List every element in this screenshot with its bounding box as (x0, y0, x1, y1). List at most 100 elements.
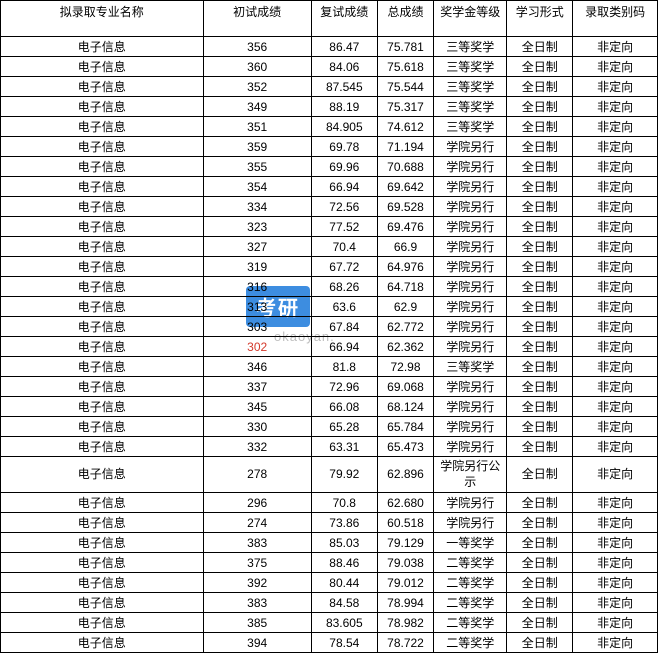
cell-category: 非定向 (573, 437, 658, 457)
cell-scholar: 一等奖学 (434, 533, 507, 553)
cell-retest: 80.44 (311, 573, 377, 593)
cell-major: 电子信息 (1, 77, 204, 97)
cell-retest: 84.06 (311, 57, 377, 77)
cell-scholar: 学院另行 (434, 493, 507, 513)
cell-scholar: 学院另行 (434, 217, 507, 237)
header-category: 录取类别码 (573, 1, 658, 37)
cell-retest: 69.78 (311, 137, 377, 157)
cell-retest: 70.4 (311, 237, 377, 257)
cell-category: 非定向 (573, 177, 658, 197)
cell-scholar: 三等奖学 (434, 57, 507, 77)
cell-prelim: 355 (203, 157, 311, 177)
cell-total: 69.528 (377, 197, 434, 217)
cell-major: 电子信息 (1, 57, 204, 77)
cell-prelim: 337 (203, 377, 311, 397)
cell-retest: 84.905 (311, 117, 377, 137)
table-row: 电子信息35287.54575.544三等奖学全日制非定向 (1, 77, 658, 97)
cell-category: 非定向 (573, 237, 658, 257)
table-row: 电子信息35184.90574.612三等奖学全日制非定向 (1, 117, 658, 137)
cell-scholar: 二等奖学 (434, 553, 507, 573)
cell-total: 75.781 (377, 37, 434, 57)
cell-major: 电子信息 (1, 513, 204, 533)
cell-major: 电子信息 (1, 397, 204, 417)
cell-mode: 全日制 (507, 417, 573, 437)
cell-major: 电子信息 (1, 117, 204, 137)
header-mode: 学习形式 (507, 1, 573, 37)
cell-mode: 全日制 (507, 177, 573, 197)
header-scholar: 奖学金等级 (434, 1, 507, 37)
cell-scholar: 学院另行 (434, 197, 507, 217)
table-row: 电子信息27473.8660.518学院另行全日制非定向 (1, 513, 658, 533)
cell-mode: 全日制 (507, 457, 573, 493)
table-row: 电子信息36084.0675.618三等奖学全日制非定向 (1, 57, 658, 77)
cell-scholar: 三等奖学 (434, 97, 507, 117)
table-row: 电子信息31363.662.9学院另行全日制非定向 (1, 297, 658, 317)
cell-category: 非定向 (573, 37, 658, 57)
cell-major: 电子信息 (1, 257, 204, 277)
cell-total: 78.722 (377, 633, 434, 653)
cell-mode: 全日制 (507, 57, 573, 77)
table-row: 电子信息31668.2664.718学院另行全日制非定向 (1, 277, 658, 297)
cell-mode: 全日制 (507, 493, 573, 513)
cell-category: 非定向 (573, 157, 658, 177)
cell-mode: 全日制 (507, 97, 573, 117)
cell-retest: 67.72 (311, 257, 377, 277)
cell-scholar: 三等奖学 (434, 357, 507, 377)
cell-scholar: 学院另行 (434, 257, 507, 277)
cell-scholar: 二等奖学 (434, 633, 507, 653)
cell-major: 电子信息 (1, 457, 204, 493)
cell-total: 69.068 (377, 377, 434, 397)
cell-prelim: 319 (203, 257, 311, 277)
cell-major: 电子信息 (1, 337, 204, 357)
cell-retest: 85.03 (311, 533, 377, 553)
cell-mode: 全日制 (507, 357, 573, 377)
cell-mode: 全日制 (507, 377, 573, 397)
cell-category: 非定向 (573, 77, 658, 97)
cell-total: 62.896 (377, 457, 434, 493)
cell-major: 电子信息 (1, 493, 204, 513)
cell-retest: 88.46 (311, 553, 377, 573)
cell-prelim: 356 (203, 37, 311, 57)
cell-mode: 全日制 (507, 37, 573, 57)
cell-category: 非定向 (573, 457, 658, 493)
cell-total: 66.9 (377, 237, 434, 257)
header-total: 总成绩 (377, 1, 434, 37)
table-row: 电子信息35969.7871.194学院另行全日制非定向 (1, 137, 658, 157)
table-row: 电子信息34566.0868.124学院另行全日制非定向 (1, 397, 658, 417)
cell-prelim: 346 (203, 357, 311, 377)
cell-prelim: 316 (203, 277, 311, 297)
cell-prelim: 323 (203, 217, 311, 237)
cell-mode: 全日制 (507, 613, 573, 633)
table-row: 电子信息30266.9462.362学院另行全日制非定向 (1, 337, 658, 357)
cell-total: 69.642 (377, 177, 434, 197)
cell-major: 电子信息 (1, 553, 204, 573)
cell-major: 电子信息 (1, 633, 204, 653)
cell-total: 78.982 (377, 613, 434, 633)
table-row: 电子信息32377.5269.476学院另行全日制非定向 (1, 217, 658, 237)
cell-total: 62.680 (377, 493, 434, 513)
header-major: 拟录取专业名称 (1, 1, 204, 37)
cell-retest: 66.94 (311, 177, 377, 197)
cell-prelim: 360 (203, 57, 311, 77)
header-retest: 复试成绩 (311, 1, 377, 37)
cell-retest: 63.6 (311, 297, 377, 317)
table-row: 电子信息34681.872.98三等奖学全日制非定向 (1, 357, 658, 377)
cell-mode: 全日制 (507, 593, 573, 613)
cell-total: 79.038 (377, 553, 434, 573)
cell-prelim: 392 (203, 573, 311, 593)
cell-mode: 全日制 (507, 77, 573, 97)
cell-prelim: 351 (203, 117, 311, 137)
cell-retest: 78.54 (311, 633, 377, 653)
cell-scholar: 学院另行 (434, 513, 507, 533)
cell-mode: 全日制 (507, 513, 573, 533)
cell-retest: 68.26 (311, 277, 377, 297)
cell-prelim: 334 (203, 197, 311, 217)
cell-category: 非定向 (573, 97, 658, 117)
table-row: 电子信息38583.60578.982二等奖学全日制非定向 (1, 613, 658, 633)
cell-scholar: 三等奖学 (434, 37, 507, 57)
cell-scholar: 学院另行 (434, 377, 507, 397)
cell-mode: 全日制 (507, 533, 573, 553)
cell-scholar: 学院另行 (434, 437, 507, 457)
cell-total: 75.618 (377, 57, 434, 77)
admission-table-wrap: 拟录取专业名称 初试成绩 复试成绩 总成绩 奖学金等级 学习形式 录取类别码 电… (0, 0, 658, 653)
